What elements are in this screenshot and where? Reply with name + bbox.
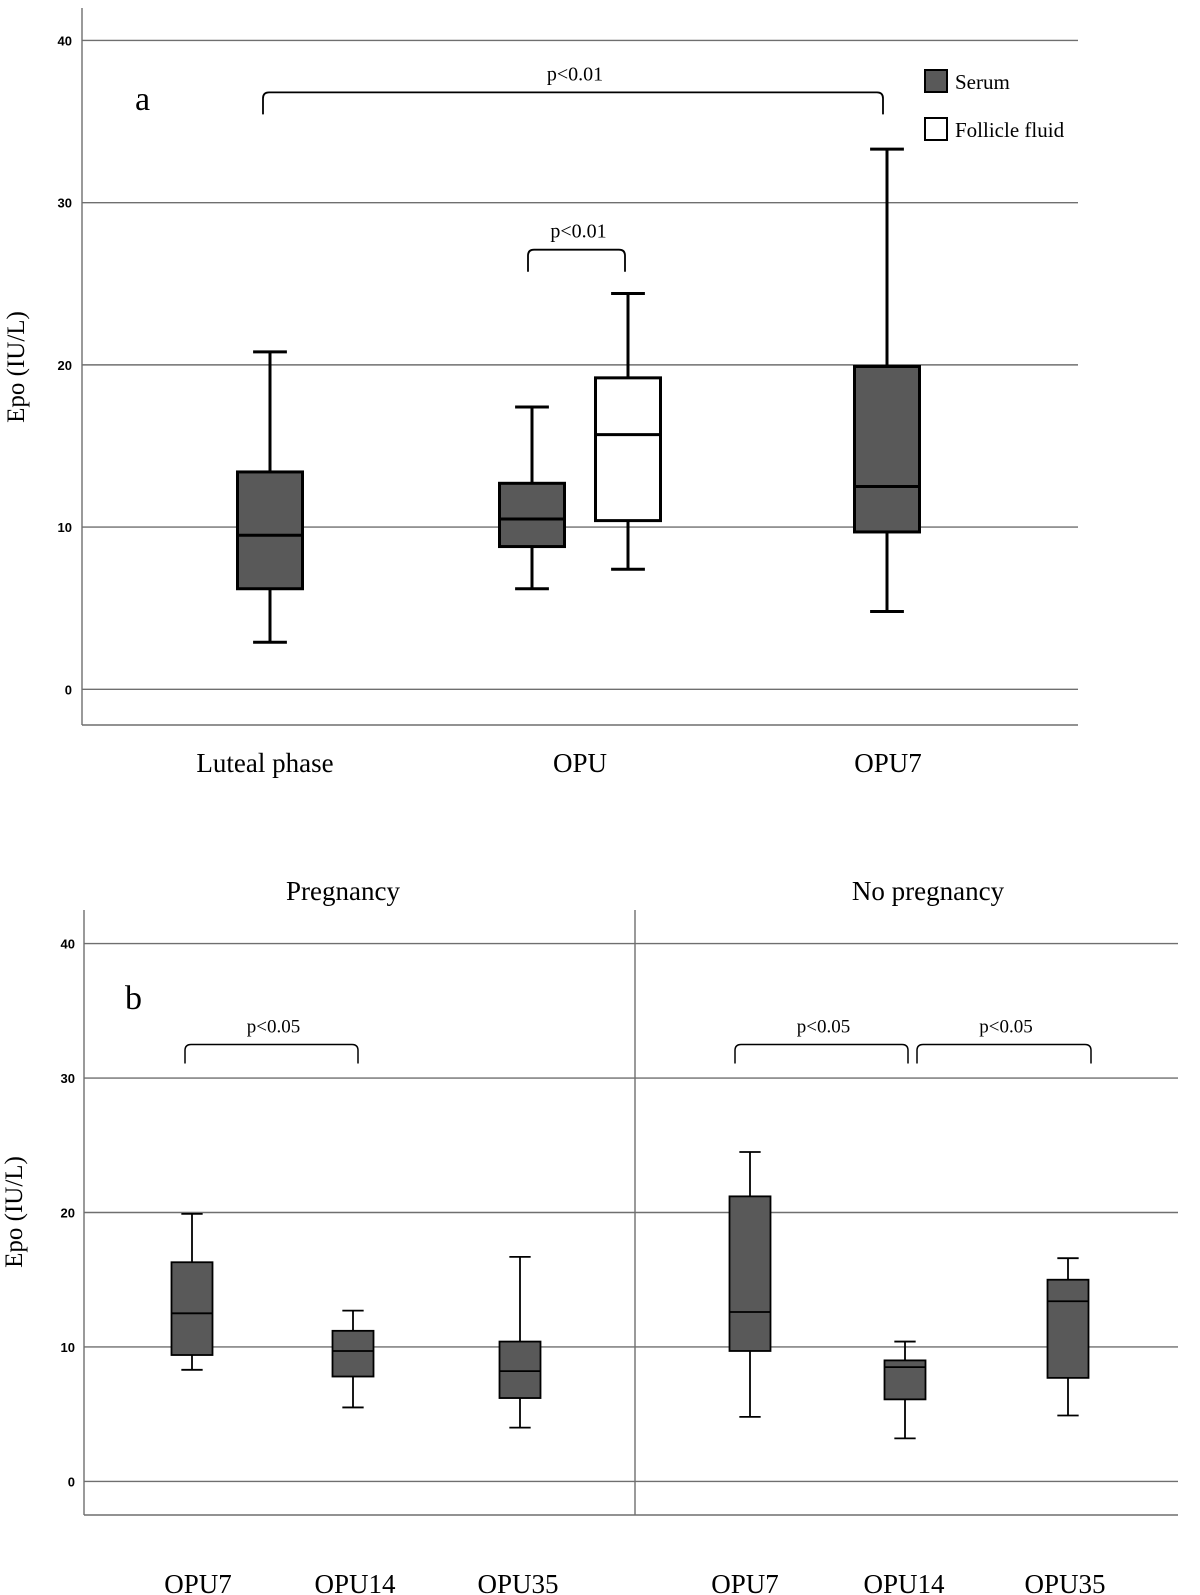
y-tick-label: 30 — [58, 196, 72, 211]
legend-swatch-follicle-fluid — [924, 117, 948, 141]
bracket-line — [916, 1043, 1092, 1064]
facet-no-pregnancy: No pregnancy OPU7 OPU14 OPU35 p<0.05 p<0.05 — [634, 876, 1178, 1595]
panel-label: a — [135, 81, 150, 118]
x-tick-label: OPU14 — [863, 1569, 945, 1595]
box-iqr — [170, 1261, 214, 1356]
x-tick-label: OPU7 — [164, 1569, 232, 1595]
facet-title: Pregnancy — [286, 876, 400, 906]
bracket-opu-serum-follicle: p<0.01 — [527, 221, 626, 272]
bracket-opu7-opu14: p<0.05 — [734, 1016, 909, 1064]
legend-swatch-serum — [924, 69, 948, 93]
legend: Serum Follicle fluid — [924, 69, 1065, 142]
bracket-line — [262, 91, 884, 115]
box-iqr — [331, 1329, 375, 1378]
x-tick-label: Luteal phase — [196, 748, 333, 778]
box-opu7-serum — [853, 147, 921, 613]
significance-label: p<0.05 — [979, 1016, 1032, 1037]
y-tick-label: 40 — [58, 33, 72, 48]
panel-label: b — [125, 980, 142, 1017]
x-tick-label: OPU14 — [314, 1569, 396, 1595]
significance-label: p<0.01 — [550, 221, 606, 243]
y-tick-label: 0 — [68, 1474, 75, 1489]
box-iqr — [728, 1195, 772, 1352]
box-iqr — [594, 376, 662, 523]
bracket-line — [184, 1043, 359, 1064]
box-iqr — [498, 1340, 542, 1399]
box-luteal-phase-serum — [236, 350, 304, 644]
box-opu-follicle-fluid — [594, 292, 662, 571]
legend-label-serum: Serum — [955, 70, 1010, 94]
box-opu-serum — [498, 405, 566, 591]
bracket-opu7-opu14: p<0.05 — [184, 1016, 359, 1064]
box-iqr — [853, 365, 921, 534]
x-tick-label: OPU — [553, 748, 607, 778]
legend-label-follicle-fluid: Follicle fluid — [955, 118, 1065, 142]
box-opu35 — [498, 1255, 542, 1429]
facet-pregnancy: Pregnancy OPU7 OPU14 OPU35 p<0.05 — [83, 876, 635, 1595]
panel-a: 0 10 20 30 40 Epo (IU/L) a Luteal phase OPU OPU7 p… — [3, 8, 1078, 778]
box-opu14 — [883, 1340, 927, 1440]
box-opu7 — [728, 1151, 772, 1418]
bracket-opu14-opu35: p<0.05 — [916, 1016, 1092, 1064]
y-tick-label: 40 — [61, 937, 75, 952]
significance-label: p<0.05 — [797, 1016, 850, 1037]
box-opu35 — [1046, 1257, 1090, 1417]
box-opu14 — [331, 1309, 375, 1409]
significance-label: p<0.05 — [247, 1016, 300, 1037]
x-tick-label: OPU7 — [711, 1569, 779, 1595]
facet-title: No pregnancy — [852, 876, 1005, 906]
y-tick-label: 20 — [58, 358, 72, 373]
y-tick-label: 0 — [65, 682, 72, 697]
box-iqr — [498, 481, 566, 549]
x-tick-label: OPU35 — [1024, 1569, 1105, 1595]
y-tick-label: 10 — [58, 520, 72, 535]
panel-b: 0 10 20 30 40 Epo (IU/L) b Pregnancy OPU7 OPU14 OP… — [1, 876, 1178, 1595]
x-tick-label: OPU7 — [854, 748, 922, 778]
y-tick-label: 20 — [61, 1206, 75, 1221]
bracket-line — [734, 1043, 909, 1064]
y-axis-title: Epo (IU/L) — [3, 311, 30, 423]
bracket-line — [527, 248, 626, 272]
bracket-luteal-opu7: p<0.01 — [262, 63, 884, 115]
significance-label: p<0.01 — [547, 63, 603, 85]
y-tick-label: 30 — [61, 1071, 75, 1086]
y-axis-title: Epo (IU/L) — [1, 1156, 28, 1268]
box-opu7 — [170, 1212, 214, 1371]
y-tick-label: 10 — [61, 1340, 75, 1355]
x-tick-label: OPU35 — [477, 1569, 558, 1595]
box-iqr — [1046, 1278, 1090, 1379]
box-iqr — [236, 470, 304, 591]
